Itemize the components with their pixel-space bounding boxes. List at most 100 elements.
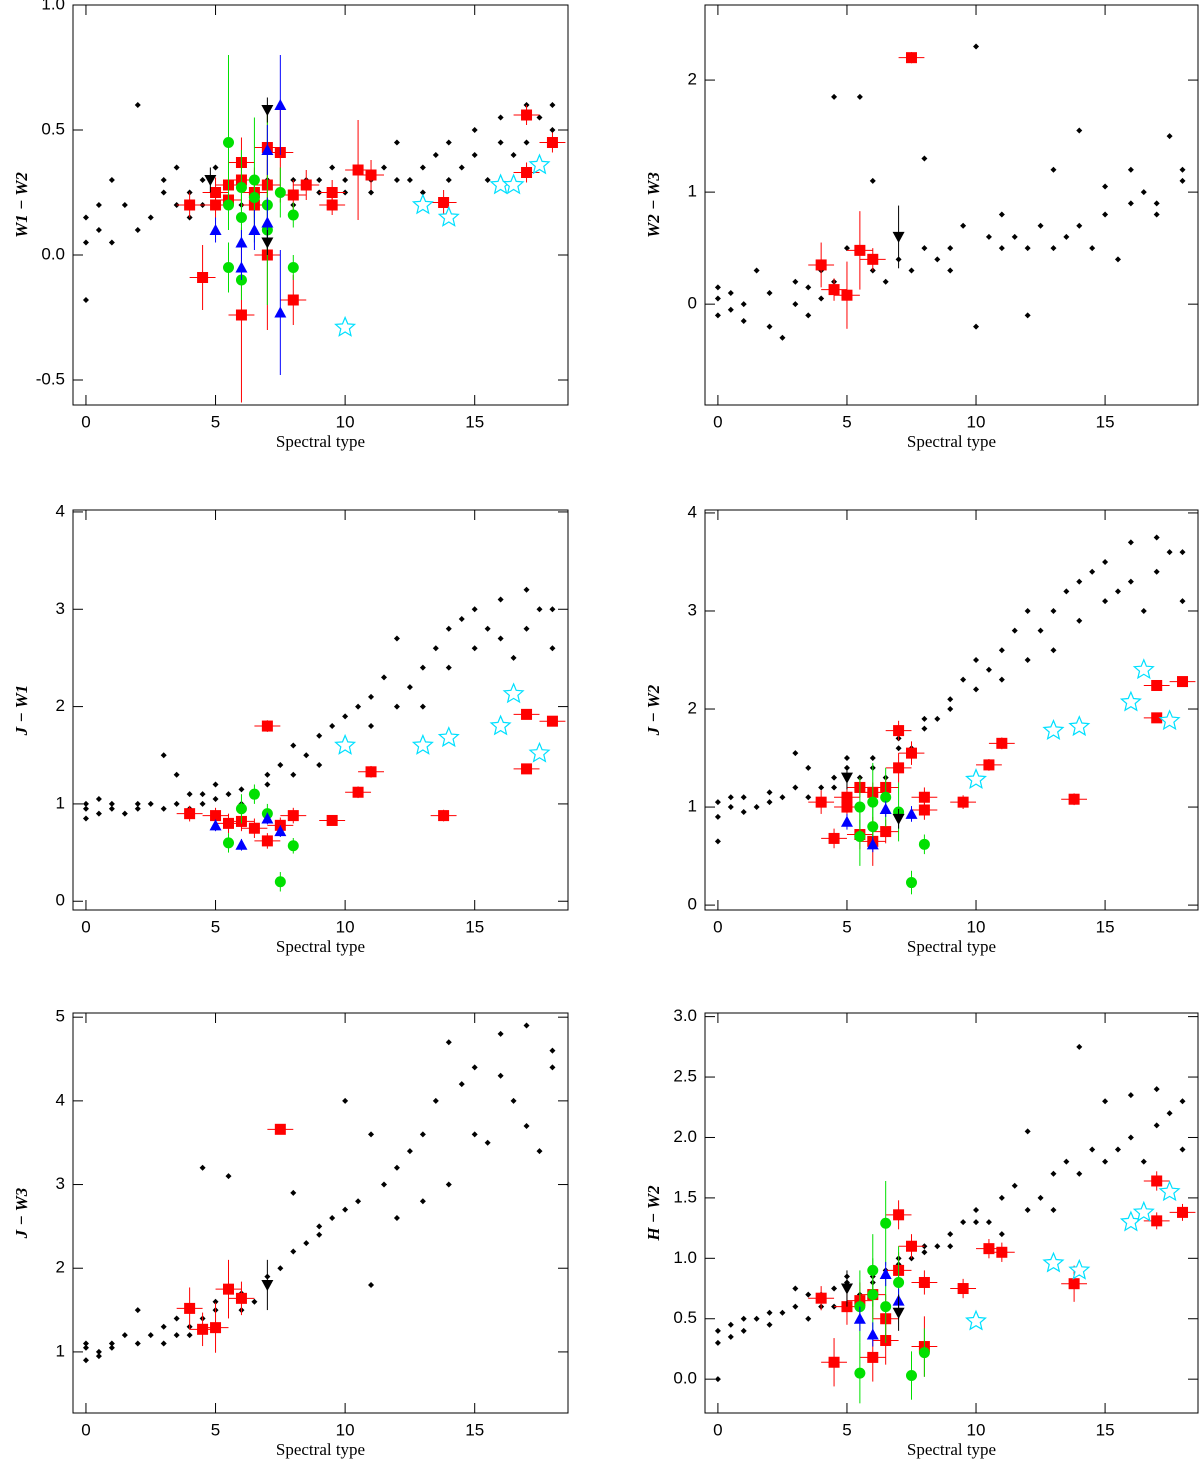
field-point <box>740 317 747 324</box>
field-point <box>536 606 543 613</box>
field-point <box>82 1340 89 1347</box>
plot-frame <box>704 509 1199 911</box>
field-point <box>1050 1170 1057 1177</box>
field-point <box>1166 549 1173 556</box>
x-axis-label: Spectral type <box>907 937 996 956</box>
field-point <box>1050 607 1057 614</box>
circle-point <box>248 192 260 203</box>
x-tick-label: 0 <box>713 412 722 431</box>
field-point <box>277 1265 284 1272</box>
field-point <box>510 654 517 661</box>
field-point <box>947 706 954 713</box>
square-point <box>880 826 892 838</box>
field-point <box>792 784 799 791</box>
field-point <box>934 1243 941 1250</box>
x-tick-label: 10 <box>336 917 355 936</box>
circle-point <box>918 838 930 850</box>
field-point <box>393 177 400 183</box>
field-point <box>510 1097 517 1104</box>
field-point <box>329 723 336 730</box>
plot-frame <box>72 1012 569 1414</box>
field-point <box>1179 1098 1186 1105</box>
field-point <box>497 1072 504 1079</box>
y-tick-label: 2.0 <box>673 1127 697 1146</box>
field-point <box>368 723 375 730</box>
field-point <box>121 810 128 817</box>
field-point <box>380 674 387 681</box>
field-point <box>147 214 154 221</box>
square-point <box>184 1302 196 1314</box>
square-point <box>352 164 364 176</box>
field-point <box>766 1321 773 1328</box>
field-point <box>1127 539 1134 546</box>
field-point <box>549 645 556 652</box>
star-point <box>1068 1258 1091 1280</box>
star-point <box>437 726 460 748</box>
star-point <box>1132 1200 1155 1222</box>
y-tick-label: 1 <box>688 182 697 201</box>
y-axis-label: W1 − W2 <box>12 172 31 238</box>
x-tick-label: 15 <box>1096 917 1115 936</box>
field-point <box>960 676 967 683</box>
field-point <box>1011 1182 1018 1189</box>
field-point <box>445 1181 452 1188</box>
square-point <box>905 52 917 64</box>
panel: 0 5 10 15 0 1 2 3 4 Spectral type J − W2 <box>644 502 1199 956</box>
x-axis-label: Spectral type <box>907 1440 996 1459</box>
star-point <box>502 173 525 195</box>
field-point <box>471 152 478 158</box>
field-point <box>740 794 747 801</box>
field-point <box>805 284 812 291</box>
square-point <box>197 272 209 283</box>
field-point <box>497 114 504 121</box>
plot-frame <box>72 4 569 406</box>
y-tick-label: 4 <box>56 1090 65 1109</box>
field-point <box>251 1298 258 1305</box>
field-point <box>856 93 863 100</box>
field-point <box>342 1206 349 1213</box>
field-point <box>536 114 543 121</box>
field-point <box>549 1064 556 1071</box>
plot-frame <box>704 1012 1199 1414</box>
square-point <box>300 179 312 191</box>
field-point <box>329 164 336 171</box>
field-point <box>998 245 1005 252</box>
field-point <box>393 1164 400 1171</box>
field-point <box>805 1291 812 1298</box>
field-point <box>134 1307 141 1314</box>
field-point <box>445 625 452 632</box>
star-point <box>1132 658 1155 680</box>
x-tick-label: 10 <box>336 412 355 431</box>
triangle-down-point <box>840 1283 853 1295</box>
triangle-up-point <box>235 261 248 273</box>
square-point <box>867 253 879 265</box>
field-point <box>869 177 876 184</box>
field-point <box>1063 1158 1070 1165</box>
triangle-up-point <box>274 306 287 318</box>
field-point <box>727 306 734 313</box>
triangle-up-point <box>866 1328 879 1340</box>
field-point <box>523 1022 530 1029</box>
y-tick-label: 2 <box>56 696 65 715</box>
x-tick-label: 5 <box>211 1420 220 1439</box>
field-point <box>1102 1158 1109 1165</box>
field-point <box>1076 1043 1083 1050</box>
field-point <box>985 1219 992 1226</box>
square-point <box>274 1123 286 1135</box>
field-point <box>1076 1170 1083 1177</box>
y-tick-label: 3 <box>688 600 697 619</box>
y-tick-label: 5 <box>56 1007 65 1026</box>
square-point <box>521 167 533 178</box>
field-point <box>843 245 850 252</box>
square-point <box>184 199 196 211</box>
circle-point <box>222 837 234 849</box>
square-point <box>261 835 273 847</box>
star-point <box>1119 690 1142 712</box>
field-point <box>1076 222 1083 229</box>
field-point <box>1153 200 1160 207</box>
field-point <box>121 1332 128 1339</box>
field-point <box>998 1231 1005 1238</box>
field-point <box>714 1327 721 1334</box>
field-point <box>523 139 530 146</box>
field-point <box>1024 657 1031 663</box>
